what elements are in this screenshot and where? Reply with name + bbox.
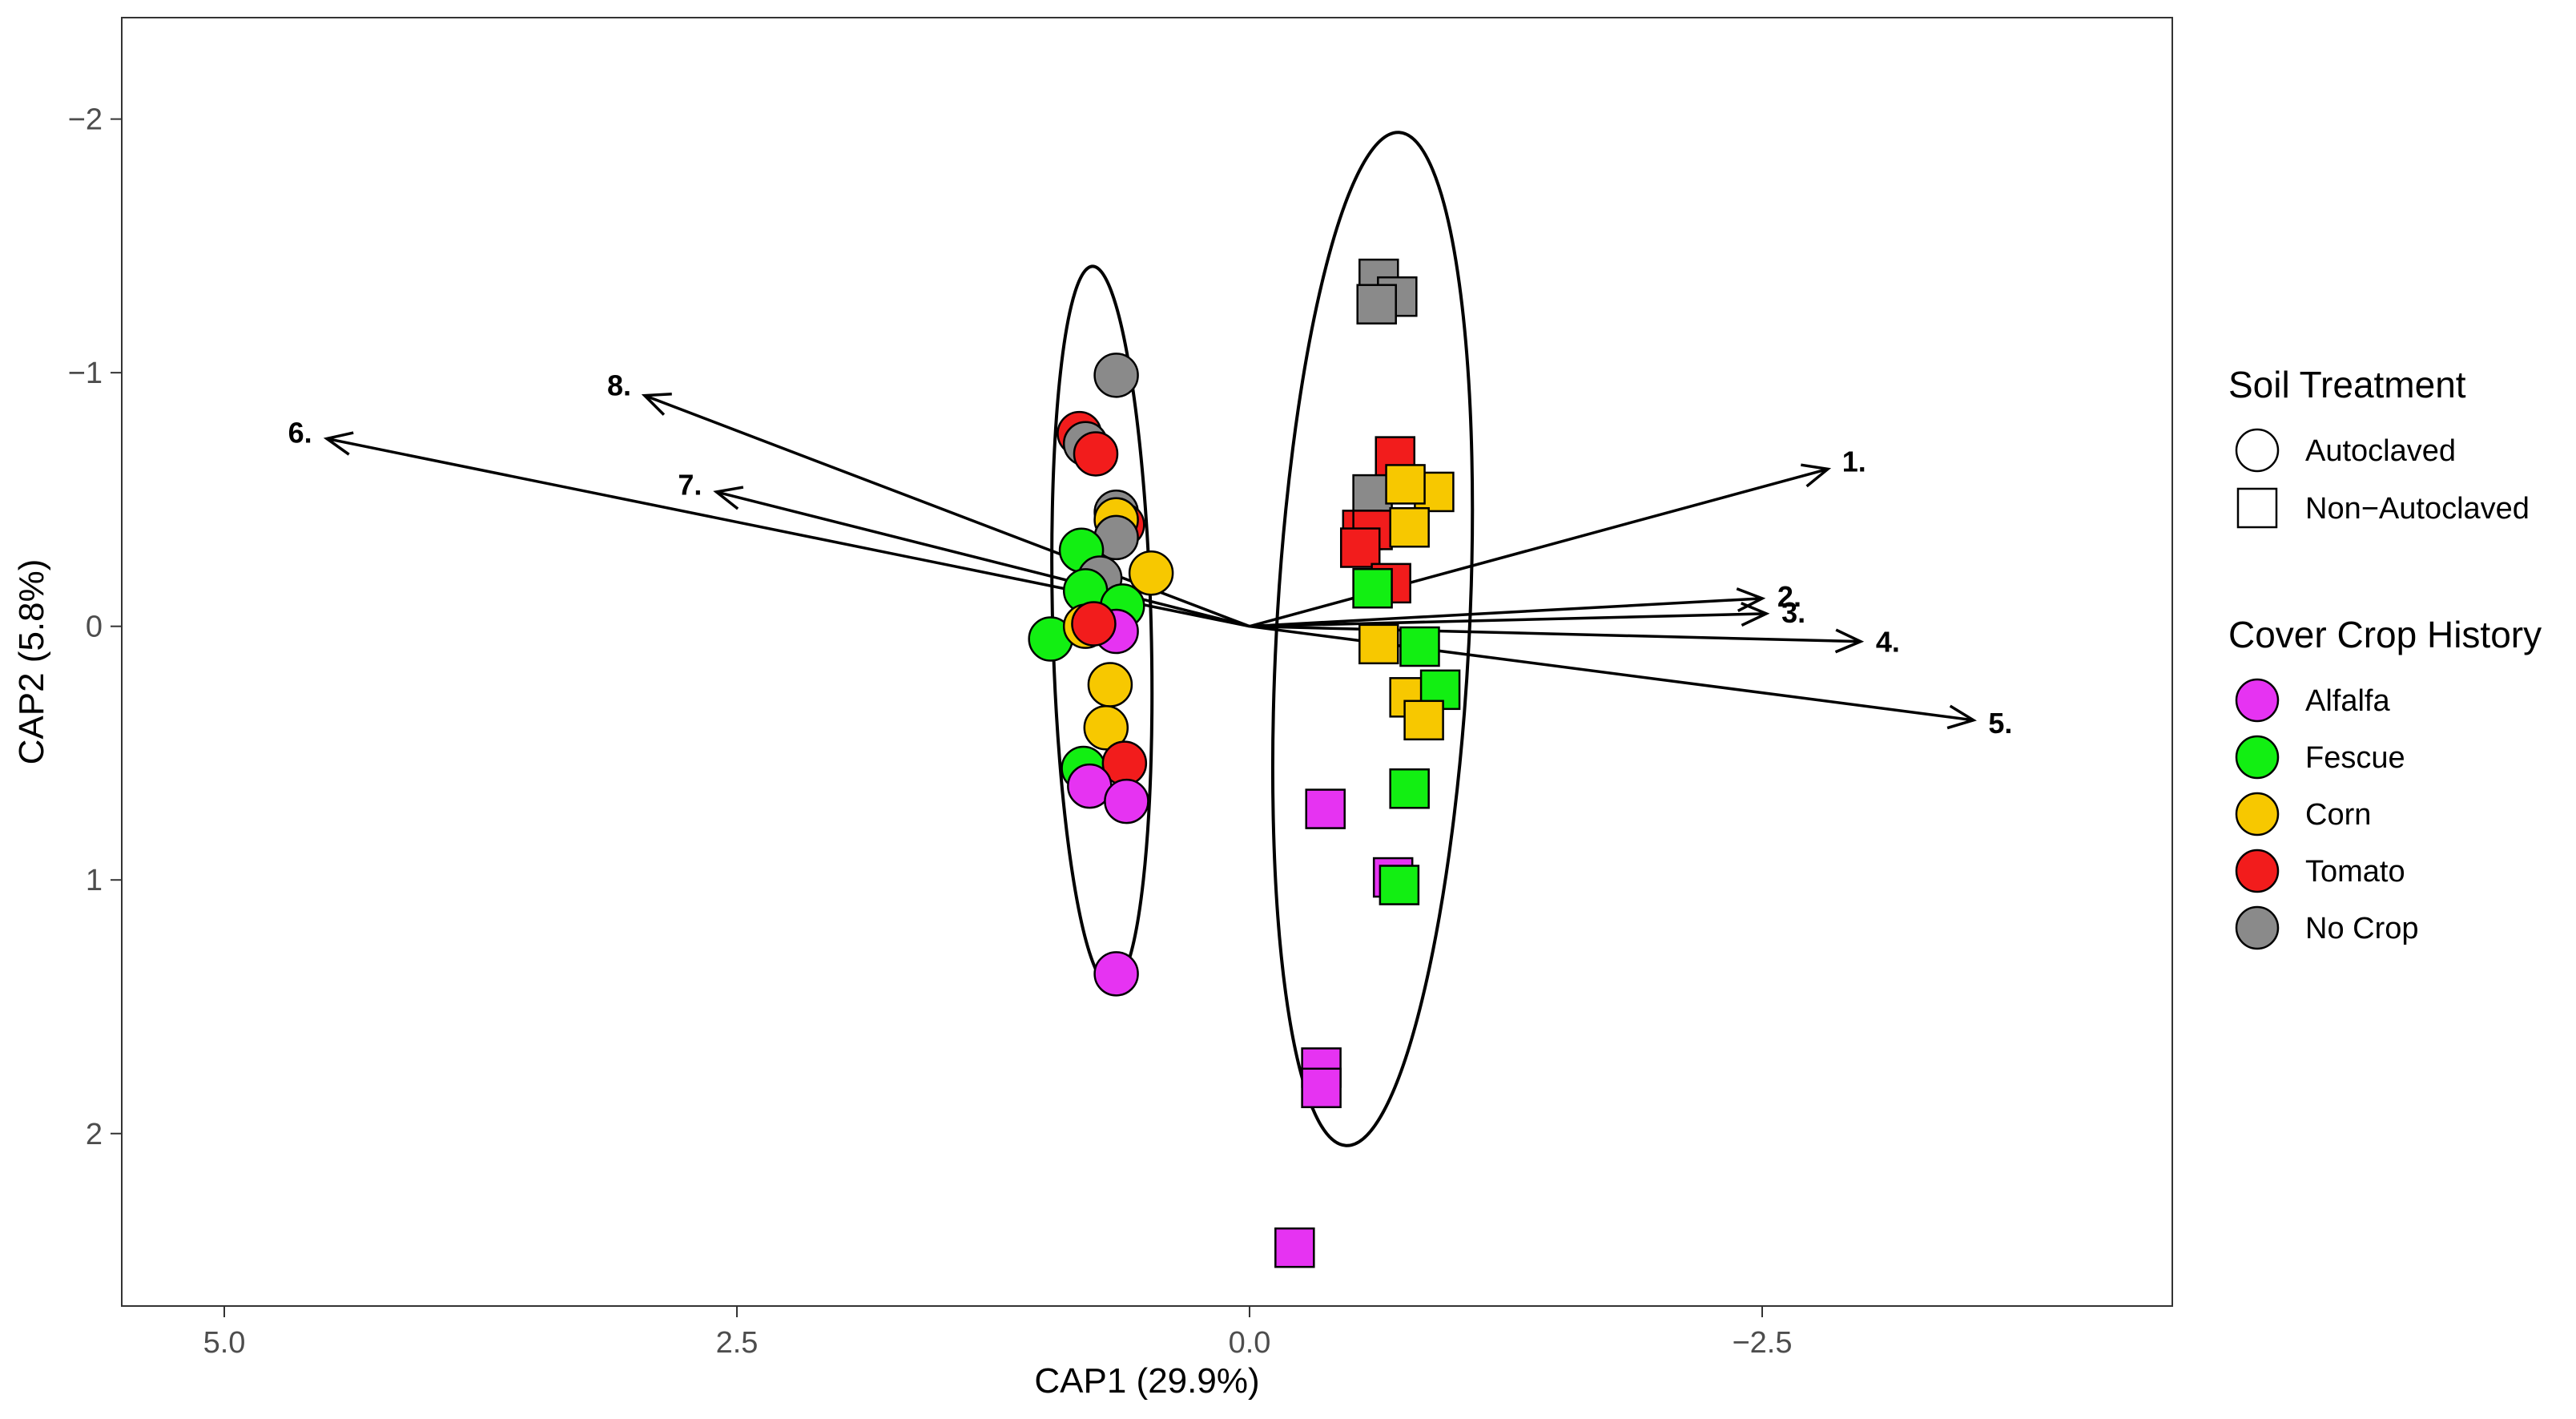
legend-label-tomato: Tomato: [2305, 855, 2405, 889]
vector-label: 1.: [1842, 445, 1866, 478]
non-autoclaved-point-fescue: [1379, 865, 1420, 905]
non-autoclaved-ellipse: [1270, 131, 1475, 1147]
x-axis-title: CAP1 (29.9%): [1034, 1361, 1259, 1401]
autoclaved-point-corn: [1128, 550, 1174, 596]
legend-key-non-autoclaved: [2236, 487, 2278, 529]
biplot-vector-7: 7.: [678, 469, 1250, 628]
vector-arrowhead: [1741, 602, 1770, 627]
vector-arrowhead: [1736, 587, 1766, 612]
biplot-vector-3: 3.: [1249, 596, 1805, 629]
vector-arrowhead: [1946, 704, 1977, 730]
legend-title-soil-treatment: Soil Treatment: [2228, 364, 2466, 405]
x-tick-label: 5.0: [203, 1326, 246, 1360]
legend-label-alfalfa: Alfalfa: [2305, 684, 2390, 718]
non-autoclaved-point-alfalfa: [1305, 788, 1346, 829]
y-tick-label: 1: [86, 864, 103, 897]
legend-label-fescue: Fescue: [2305, 741, 2405, 775]
vector-label: 3.: [1781, 596, 1805, 629]
y-tick-label: −2: [68, 103, 103, 137]
legend-key-tomato: [2235, 849, 2280, 893]
vector-label: 6.: [288, 417, 312, 449]
non-autoclaved-point-corn: [1385, 464, 1426, 505]
vector-arrowhead: [641, 393, 672, 416]
non-autoclaved-point-fescue: [1389, 768, 1430, 809]
vector-label: 2.: [1777, 580, 1801, 613]
vector-line: [1249, 612, 1767, 628]
autoclaved-point-alfalfa: [1104, 778, 1149, 824]
legend-title-cover-crop-history: Cover Crop History: [2228, 614, 2542, 655]
legend-label-no-crop: No Crop: [2305, 912, 2419, 945]
legend-key-autoclaved: [2235, 428, 2280, 473]
legend-label-non-autoclaved: Non−Autoclaved: [2305, 492, 2530, 526]
vector-line: [1249, 624, 1861, 643]
legend-key-no-crop: [2235, 905, 2280, 950]
legend-label-autoclaved: Autoclaved: [2305, 434, 2456, 468]
non-autoclaved-point-fescue: [1399, 626, 1440, 667]
x-tick-label: −2.5: [1732, 1326, 1792, 1360]
biplot-vector-2: 2.: [1249, 580, 1801, 628]
vector-line: [715, 490, 1250, 628]
non-autoclaved-point-tomato: [1339, 527, 1381, 568]
vector-arrowhead: [323, 431, 354, 456]
autoclaved-point-no-crop: [1093, 353, 1139, 398]
vector-arrowhead: [1801, 463, 1832, 488]
biplot-vector-1: 1.: [1249, 445, 1866, 628]
autoclaved-point-corn: [1087, 662, 1133, 707]
autoclaved-point-tomato: [1071, 601, 1117, 647]
vector-label: 8.: [607, 369, 631, 402]
vector-line: [1249, 597, 1763, 628]
non-autoclaved-point-no-crop: [1356, 284, 1397, 325]
non-autoclaved-point-alfalfa: [1301, 1067, 1342, 1109]
x-tick-label: 0.0: [1229, 1326, 1271, 1360]
legend-key-fescue: [2235, 735, 2280, 780]
y-tick-label: −1: [68, 357, 103, 390]
autoclaved-point-tomato: [1073, 431, 1119, 477]
y-tick-label: 2: [86, 1118, 103, 1151]
vector-line: [1249, 467, 1829, 628]
non-autoclaved-point-alfalfa: [1274, 1227, 1315, 1268]
vector-arrowhead: [1834, 628, 1865, 654]
biplot-vector-4: 4.: [1249, 624, 1900, 659]
y-tick-label: 0: [86, 611, 103, 644]
legend-label-corn: Corn: [2305, 798, 2371, 832]
legend: Soil Treatment Cover Crop History Autocl…: [2228, 364, 2542, 950]
vector-arrowhead: [713, 486, 744, 510]
autoclaved-point-corn: [1083, 705, 1129, 751]
legend-key-corn: [2235, 792, 2280, 836]
plot-panel: [121, 17, 2173, 1307]
vector-label: 5.: [1988, 707, 2012, 740]
non-autoclaved-point-corn: [1389, 506, 1430, 548]
vector-label: 4.: [1876, 626, 1900, 659]
vector-label: 7.: [678, 469, 702, 502]
non-autoclaved-point-corn: [1358, 623, 1399, 665]
x-tick-label: 2.5: [716, 1326, 759, 1360]
y-axis-title: CAP2 (5.8%): [12, 559, 51, 765]
non-autoclaved-point-corn: [1403, 699, 1444, 741]
non-autoclaved-point-fescue: [1352, 567, 1393, 609]
autoclaved-point-alfalfa: [1093, 951, 1139, 997]
legend-key-alfalfa: [2235, 678, 2280, 723]
